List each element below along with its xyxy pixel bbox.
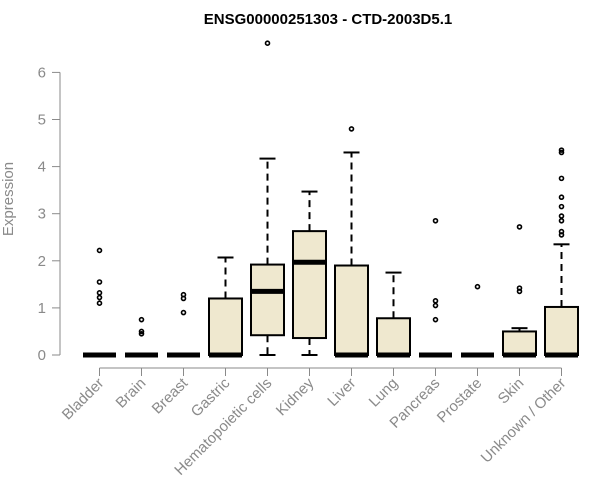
y-tick-label: 2	[38, 253, 46, 270]
outlier-point	[96, 279, 103, 285]
box-iqr	[502, 330, 537, 357]
box-iqr	[334, 264, 369, 357]
box-6	[334, 126, 369, 358]
outlier-point	[96, 294, 103, 301]
outlier-point	[558, 228, 565, 235]
outlier-point	[138, 316, 145, 323]
y-tick-label: 6	[38, 64, 46, 81]
boxes	[83, 40, 579, 358]
outlier-point	[180, 291, 187, 298]
outlier-point	[432, 298, 439, 304]
outlier-point	[138, 328, 145, 335]
box-3	[208, 256, 243, 358]
box-7	[376, 271, 411, 358]
outlier-point	[558, 149, 565, 156]
outlier-point	[516, 285, 523, 291]
x-tick-label: Kidney	[273, 374, 318, 419]
box-iqr	[292, 230, 327, 340]
outlier-point	[138, 331, 145, 337]
outlier-point	[558, 194, 565, 201]
y-tick-label: 4	[38, 159, 46, 176]
box-0	[83, 247, 116, 358]
x-tick-label: Lung	[366, 375, 402, 411]
x-tick-label: Breast	[149, 374, 192, 417]
outlier-point	[264, 40, 271, 46]
x-tick-label: Liver	[324, 375, 359, 410]
y-tick-label: 0	[38, 347, 46, 364]
box-iqr	[208, 297, 243, 357]
box-iqr	[376, 317, 411, 356]
outlier-point	[558, 147, 565, 153]
y-axis-title: Expression	[0, 162, 17, 236]
outlier-point	[558, 203, 565, 210]
outlier-point	[96, 247, 103, 254]
x-tick-label: Bladder	[59, 375, 108, 424]
box-11	[544, 147, 579, 358]
box-5	[292, 190, 327, 356]
y-tick-label: 1	[38, 300, 46, 317]
box-1	[125, 316, 158, 358]
chart-title: ENSG00000251303 - CTD-2003D5.1	[204, 11, 452, 28]
box-9	[461, 283, 494, 358]
y-tick-label: 3	[38, 206, 46, 223]
outlier-point	[432, 302, 439, 309]
box-4	[250, 40, 285, 356]
outlier-point	[558, 175, 565, 182]
outlier-point	[348, 126, 355, 132]
outlier-point	[96, 300, 103, 306]
y-tick-label: 5	[38, 112, 46, 129]
y-axis: 0 1 2 3 4 5 6	[38, 64, 61, 364]
outlier-point	[558, 217, 565, 224]
outlier-point	[96, 290, 103, 296]
x-tick-label: Prostate	[434, 375, 486, 427]
box-2	[167, 291, 200, 358]
outlier-point	[432, 217, 439, 224]
box-iqr	[250, 263, 285, 337]
outlier-point	[180, 309, 187, 316]
box-8	[419, 217, 452, 358]
outlier-point	[558, 213, 565, 219]
outlier-point	[474, 283, 481, 290]
x-tick-label: Skin	[495, 375, 528, 408]
x-tick-label: Brain	[113, 375, 150, 412]
box-10	[502, 224, 537, 358]
box-iqr	[544, 305, 579, 357]
outlier-point	[432, 316, 439, 323]
outlier-point	[516, 224, 523, 230]
